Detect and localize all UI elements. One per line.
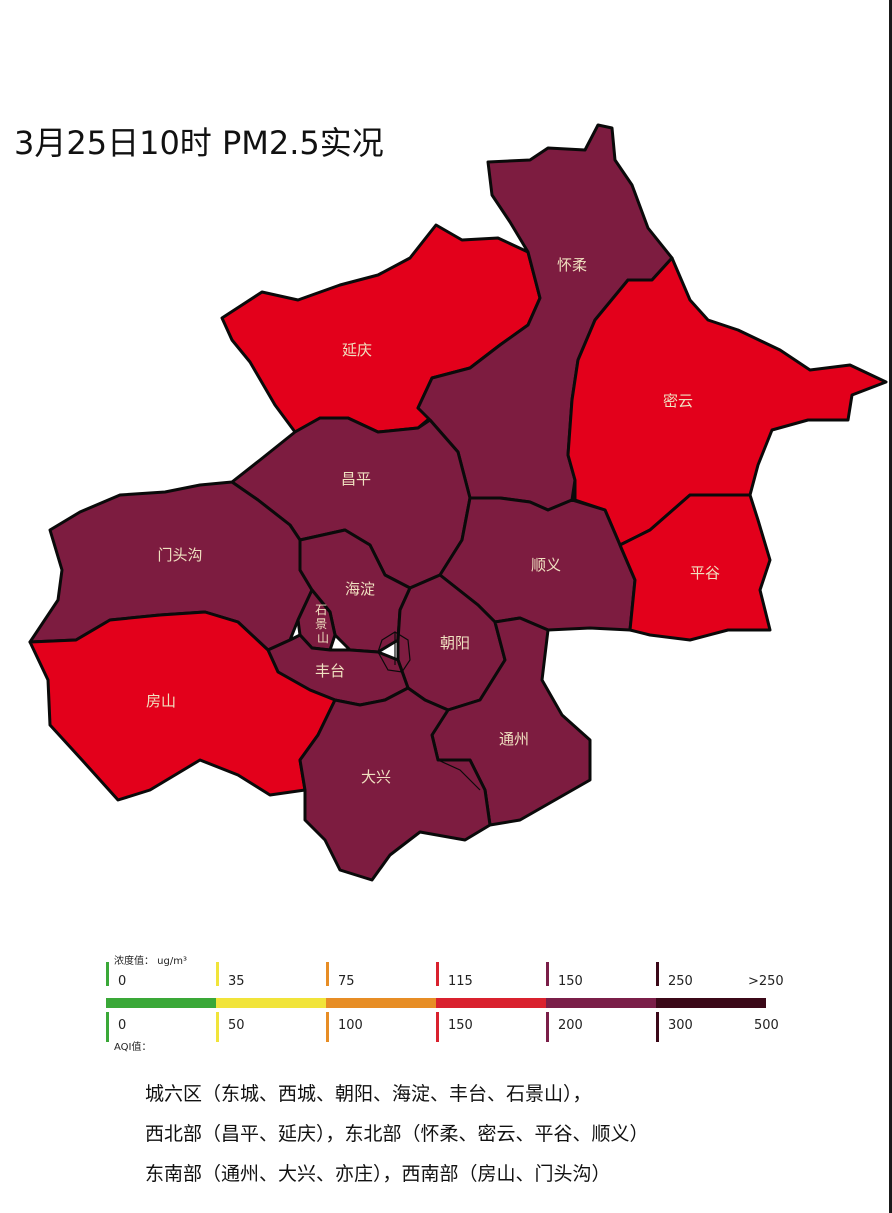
legend-tick-bottom bbox=[656, 1012, 659, 1042]
region-tongzhou[interactable] bbox=[430, 616, 592, 827]
note-line-3: 东南部（通州、大兴、亦庄），西南部（房山、门头沟） bbox=[145, 1163, 611, 1185]
legend-concentration-value: 35 bbox=[228, 974, 245, 989]
region-miyun[interactable] bbox=[566, 256, 888, 547]
legend-bar-light bbox=[326, 998, 436, 1008]
legend-tick-top bbox=[546, 962, 549, 986]
legend-concentration-value: 150 bbox=[558, 974, 583, 989]
legend-concentration-value: >250 bbox=[748, 974, 784, 989]
label-huairou: 怀柔 bbox=[557, 256, 587, 274]
shijingshan-char-3: 山 bbox=[317, 631, 329, 645]
legend-tick-bottom bbox=[106, 1012, 109, 1042]
legend-tick-bottom bbox=[546, 1012, 549, 1042]
dongcheng-xicheng-boundary bbox=[377, 631, 411, 673]
legend-bar-heavy bbox=[546, 998, 656, 1008]
legend-tick-top bbox=[106, 962, 109, 986]
label-mentougou: 门头沟 bbox=[157, 546, 202, 564]
region-pinggu[interactable] bbox=[618, 493, 772, 642]
label-tongzhou: 通州 bbox=[499, 730, 529, 748]
legend-bar-medium bbox=[436, 998, 546, 1008]
legend-tick-top bbox=[436, 962, 439, 986]
label-pinggu: 平谷 bbox=[690, 564, 720, 582]
legend-concentration-value: 75 bbox=[338, 974, 355, 989]
region-daxing[interactable] bbox=[298, 686, 492, 882]
concentration-caption: 浓度值： ug/m³ bbox=[114, 956, 187, 967]
label-yanqing: 延庆 bbox=[342, 341, 372, 359]
legend-bar-good bbox=[106, 998, 216, 1008]
legend-aqi-value: 300 bbox=[668, 1018, 693, 1033]
legend-aqi-value: 150 bbox=[448, 1018, 473, 1033]
label-daxing: 大兴 bbox=[361, 768, 391, 786]
legend-tick-bottom bbox=[216, 1012, 219, 1042]
aqi-legend: 浓度值： ug/m³ AQI值： 0 35 75 115 150 250 >250 0 50 10… bbox=[106, 950, 786, 1060]
label-fangshan: 房山 bbox=[146, 692, 176, 710]
map-title: 3月25日10时 PM2.5实况 bbox=[14, 124, 384, 162]
legend-aqi-value: 50 bbox=[228, 1018, 245, 1033]
legend-bar-moderate bbox=[216, 998, 326, 1008]
legend-bar-severe bbox=[656, 998, 766, 1008]
legend-concentration-value: 250 bbox=[668, 974, 693, 989]
note-line-1: 城六区（东城、西城、朝阳、海淀、丰台、石景山）， bbox=[145, 1083, 592, 1105]
beijing-district-map: 延庆 怀柔 密云 昌平 门头沟 海淀 石 景 山 顺义 平谷 朝阳 丰台 房山 … bbox=[28, 123, 888, 882]
label-shijingshan: 石 景 山 bbox=[315, 603, 331, 645]
label-miyun: 密云 bbox=[663, 392, 693, 410]
legend-tick-top bbox=[216, 962, 219, 986]
label-chaoyang: 朝阳 bbox=[440, 634, 470, 652]
label-haidian: 海淀 bbox=[345, 580, 375, 598]
legend-tick-top bbox=[326, 962, 329, 986]
legend-aqi-value: 0 bbox=[118, 1018, 127, 1033]
aqi-caption: AQI值： bbox=[114, 1042, 152, 1053]
legend-tick-bottom bbox=[326, 1012, 329, 1042]
yizhuang-boundary bbox=[437, 759, 481, 791]
shijingshan-char-1: 石 bbox=[315, 603, 327, 617]
legend-concentration-value: 0 bbox=[118, 974, 127, 989]
shijingshan-char-2: 景 bbox=[315, 617, 327, 631]
label-fengtai: 丰台 bbox=[315, 662, 345, 680]
legend-concentration-value: 115 bbox=[448, 974, 473, 989]
right-border bbox=[889, 0, 892, 1213]
region-notes: 城六区（东城、西城、朝阳、海淀、丰台、石景山）， 西北部（昌平、延庆），东北部（… bbox=[145, 1074, 649, 1194]
label-changping: 昌平 bbox=[341, 470, 371, 488]
legend-aqi-value: 500 bbox=[754, 1018, 779, 1033]
legend-aqi-value: 200 bbox=[558, 1018, 583, 1033]
legend-tick-top bbox=[656, 962, 659, 986]
legend-tick-bottom bbox=[436, 1012, 439, 1042]
legend-aqi-value: 100 bbox=[338, 1018, 363, 1033]
note-line-2: 西北部（昌平、延庆），东北部（怀柔、密云、平谷、顺义） bbox=[145, 1123, 649, 1145]
label-shunyi: 顺义 bbox=[531, 556, 561, 574]
